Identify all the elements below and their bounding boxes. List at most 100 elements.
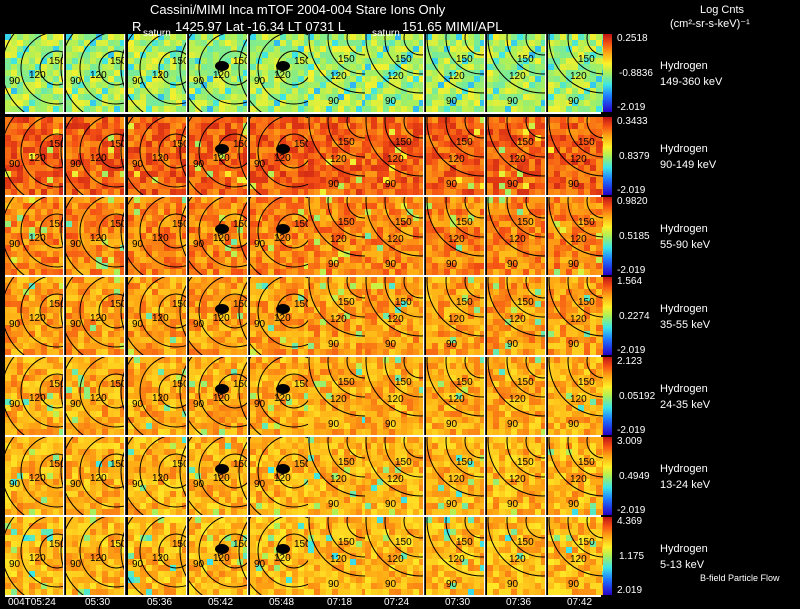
contour-label: 150: [233, 379, 250, 390]
contour-label: 90: [568, 499, 580, 510]
contour-label: 90: [507, 499, 519, 510]
contour-label: 150: [110, 379, 127, 390]
contour-label: 150: [110, 219, 127, 230]
contour-label: 150: [456, 457, 473, 468]
contour-label: 120: [448, 554, 465, 565]
contour-label: 120: [330, 154, 347, 165]
contour-label: 90: [446, 179, 458, 190]
row-species-label: Hydrogen: [660, 303, 708, 315]
contour-label: 120: [387, 474, 404, 485]
contour-label: 90: [193, 319, 205, 330]
contour-label: 120: [152, 313, 169, 324]
contour-label: 150: [456, 377, 473, 388]
contour-label: 120: [213, 233, 230, 244]
colorbar-max-label: 4.369: [617, 516, 643, 527]
contour-label: 90: [132, 76, 144, 87]
contour-label: 90: [9, 559, 21, 570]
contour-label: 150: [578, 297, 595, 308]
colorbar: [603, 34, 612, 112]
contour-label: 150: [294, 299, 311, 310]
contour-label: 90: [193, 76, 205, 87]
contour-label: 120: [29, 393, 46, 404]
contour-label: 150: [49, 56, 66, 67]
heatmap-panel: 90 120 150: [487, 517, 599, 595]
contour-label: 150: [517, 297, 534, 308]
contour-label: 90: [446, 96, 458, 107]
contour-label: 90: [507, 579, 519, 590]
contour-label: 90: [132, 159, 144, 170]
contour-label: 90: [446, 259, 458, 270]
contour-label: 150: [578, 457, 595, 468]
contour-label: 150: [110, 539, 127, 550]
contour-label: 150: [517, 537, 534, 548]
contour-label: 120: [213, 473, 230, 484]
contour-label: 120: [509, 71, 526, 82]
time-tick-label: 05:48: [269, 597, 295, 608]
contour-label: 150: [294, 379, 311, 390]
contour-label: 150: [517, 217, 534, 228]
contour-label: 120: [213, 393, 230, 404]
contour-label: 120: [448, 314, 465, 325]
contour-label: 150: [233, 299, 250, 310]
contour-label: 150: [49, 219, 66, 230]
contour-label: 120: [570, 314, 587, 325]
contour-label: 120: [570, 154, 587, 165]
contour-label: 90: [385, 419, 397, 430]
row-energy-label: 24-35 keV: [660, 399, 711, 411]
contour-label: 150: [338, 377, 355, 388]
contour-label: 120: [387, 71, 404, 82]
contour-label: 150: [578, 54, 595, 65]
contour-label: 150: [578, 137, 595, 148]
colorbar: [603, 437, 612, 515]
heatmap-panel: 90 120 150: [308, 277, 420, 355]
contour-label: 120: [387, 314, 404, 325]
contour-label: 150: [338, 457, 355, 468]
contour-label: 90: [132, 479, 144, 490]
time-tick-label: 05:42: [208, 597, 234, 608]
plot-title: Cassini/MIMI Inca mTOF 2004-004 Stare Io…: [150, 2, 446, 17]
heatmap-panel: 90 120 150: [365, 34, 477, 112]
contour-label: 120: [90, 153, 107, 164]
row-species-label: Hydrogen: [660, 543, 708, 555]
contour-label: 120: [509, 474, 526, 485]
contour-label: 90: [70, 319, 82, 330]
contour-label: 120: [448, 474, 465, 485]
contour-label: 150: [110, 459, 127, 470]
contour-label: 90: [70, 559, 82, 570]
contour-label: 90: [254, 399, 266, 410]
contour-label: 90: [328, 339, 340, 350]
contour-label: 120: [330, 474, 347, 485]
contour-label: 120: [570, 554, 587, 565]
heatmap-panel: 90 120 150: [426, 34, 538, 112]
time-tick-label: 05:36: [147, 597, 173, 608]
contour-label: 90: [385, 339, 397, 350]
contour-label: 120: [152, 473, 169, 484]
contour-label: 90: [507, 179, 519, 190]
contour-label: 120: [387, 554, 404, 565]
heatmap-panel: 90 120 150: [365, 277, 477, 355]
contour-label: 150: [294, 139, 311, 150]
contour-label: 150: [395, 297, 412, 308]
contour-label: 90: [568, 579, 580, 590]
colorbar-min-label: -2.019: [617, 505, 646, 516]
colorbar: [603, 197, 612, 275]
contour-label: 120: [29, 553, 46, 564]
contour-label: 90: [568, 96, 580, 107]
colorbar-max-label: 0.3433: [617, 116, 648, 127]
contour-label: 150: [456, 54, 473, 65]
contour-label: 90: [132, 559, 144, 570]
